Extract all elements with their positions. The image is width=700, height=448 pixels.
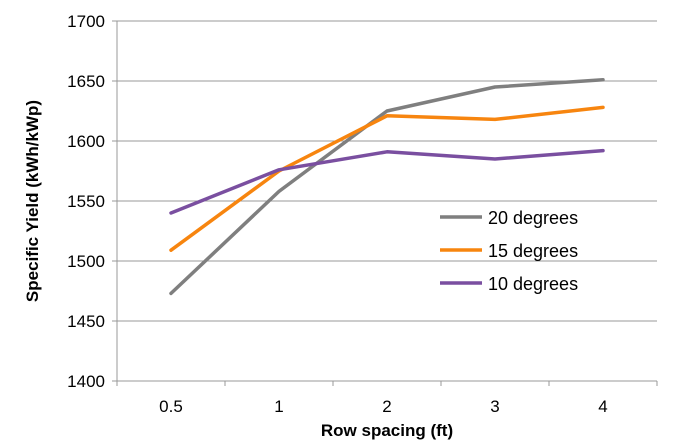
- legend: 20 degrees 15 degrees 10 degrees: [440, 208, 578, 294]
- legend-label: 20 degrees: [488, 208, 578, 228]
- series-line-15-degrees: [169, 105, 605, 252]
- x-tick-label: 1: [274, 397, 283, 416]
- axis-ticks: 1400 1450 1500 1550 1600 1650 1700 0.5 1 2 3 4: [67, 12, 658, 416]
- x-tick-label: 4: [598, 397, 607, 416]
- series-lines: [169, 78, 605, 296]
- y-axis-title: Specific Yield (kWh/kWp): [23, 100, 42, 302]
- x-tick-label: 3: [490, 397, 499, 416]
- y-tick-label: 1650: [67, 72, 105, 91]
- x-tick-label: 0.5: [159, 397, 183, 416]
- y-tick-label: 1700: [67, 12, 105, 31]
- series-line-20-degrees: [169, 78, 605, 296]
- y-tick-label: 1550: [67, 192, 105, 211]
- x-tick-label: 2: [382, 397, 391, 416]
- y-tick-label: 1400: [67, 372, 105, 391]
- series-line-10-degrees: [169, 148, 605, 215]
- y-tick-label: 1450: [67, 312, 105, 331]
- x-axis-title: Row spacing (ft): [321, 421, 453, 440]
- legend-label: 15 degrees: [488, 241, 578, 261]
- y-tick-label: 1500: [67, 252, 105, 271]
- legend-label: 10 degrees: [488, 274, 578, 294]
- y-tick-label: 1600: [67, 132, 105, 151]
